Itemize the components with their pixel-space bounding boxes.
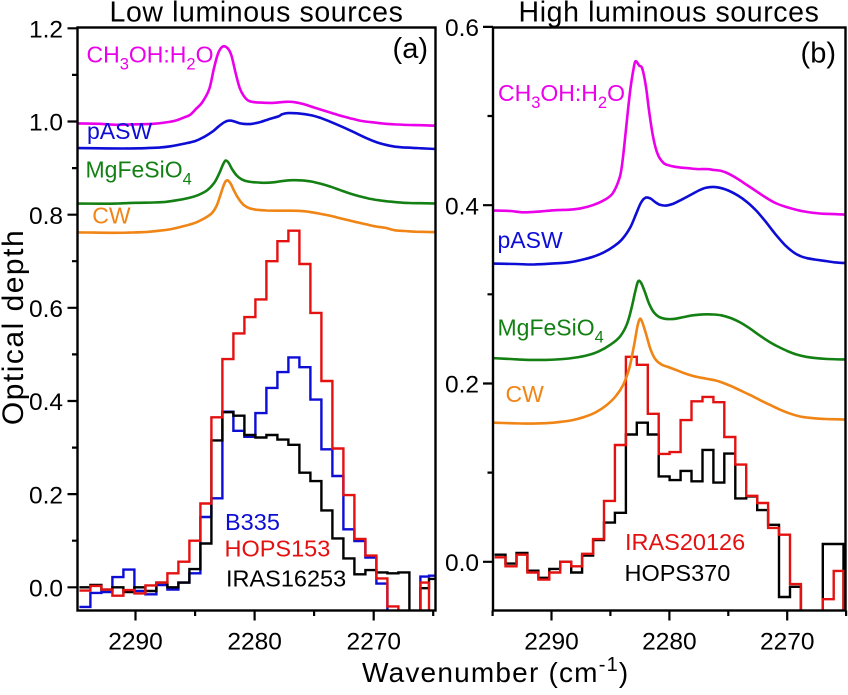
svg-text:(b): (b)	[801, 38, 836, 70]
svg-text:(a): (a)	[393, 33, 428, 65]
svg-text:0.8: 0.8	[29, 203, 63, 230]
svg-text:IRAS20126: IRAS20126	[625, 529, 745, 555]
svg-text:2270: 2270	[760, 629, 815, 656]
svg-text:2280: 2280	[227, 629, 282, 656]
svg-text:IRAS16253: IRAS16253	[226, 566, 346, 592]
svg-text:0.4: 0.4	[445, 193, 479, 220]
svg-text:1.2: 1.2	[29, 17, 63, 44]
svg-text:Wavenumber (cm-1): Wavenumber (cm-1)	[362, 654, 629, 688]
svg-text:Optical depth: Optical depth	[0, 229, 30, 425]
svg-text:1.0: 1.0	[29, 110, 63, 137]
svg-text:0.2: 0.2	[29, 482, 63, 509]
svg-text:CW: CW	[92, 203, 131, 229]
svg-text:B335: B335	[225, 509, 280, 535]
svg-text:0.6: 0.6	[445, 15, 479, 42]
svg-text:0.0: 0.0	[445, 550, 479, 577]
svg-text:pASW: pASW	[498, 227, 563, 253]
svg-text:0.6: 0.6	[29, 296, 63, 323]
svg-text:2290: 2290	[108, 629, 163, 656]
svg-text:2270: 2270	[346, 629, 401, 656]
svg-text:2290: 2290	[524, 629, 579, 656]
svg-text:CW: CW	[506, 381, 545, 407]
svg-text:HOPS153: HOPS153	[225, 536, 331, 562]
svg-text:0.2: 0.2	[445, 372, 479, 399]
svg-text:0.4: 0.4	[29, 389, 63, 416]
svg-text:Low luminous sources: Low luminous sources	[110, 0, 404, 29]
svg-text:HOPS370: HOPS370	[625, 560, 731, 586]
svg-text:2280: 2280	[642, 629, 697, 656]
svg-text:0.0: 0.0	[29, 576, 63, 603]
svg-text:pASW: pASW	[87, 118, 152, 144]
svg-text:High luminous sources: High luminous sources	[519, 0, 820, 29]
